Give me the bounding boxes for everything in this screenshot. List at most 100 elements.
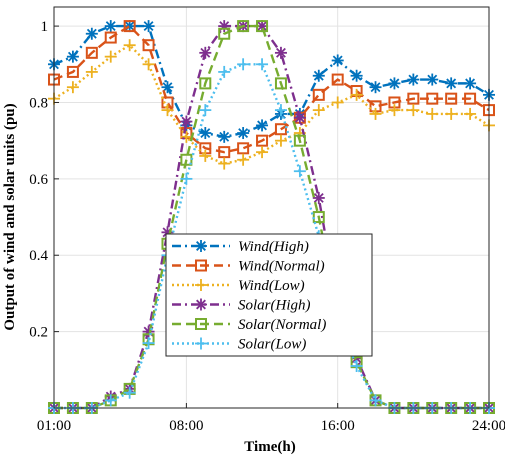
plot-frame [53, 6, 490, 409]
data-point-marker [369, 107, 382, 120]
data-point-marker [123, 386, 136, 399]
series-line [53, 24, 490, 139]
data-point-marker [293, 165, 306, 178]
data-point-marker [142, 58, 155, 71]
data-point-marker [293, 111, 306, 124]
data-point-marker [388, 104, 401, 117]
data-point-marker [237, 58, 250, 71]
legend-label: Solar(Normal) [238, 317, 326, 333]
data-point-marker [199, 104, 212, 117]
legend-label: Wind(High) [238, 239, 309, 255]
series-line [53, 24, 490, 154]
data-point-marker [85, 27, 98, 40]
data-point-marker [256, 146, 269, 159]
y-axis-label: Output of wind and solar units (pu) [2, 103, 18, 330]
legend-entry: Wind(Low) [172, 278, 305, 294]
x-tick-label: 01:00 [37, 418, 71, 434]
data-point-marker [331, 96, 344, 109]
data-point-marker [199, 46, 212, 59]
axis-ticks: 01:00 08:00 16:00 24:00 0.2 0.4 0.6 0.8 1 [29, 19, 505, 434]
plot-border [53, 6, 490, 409]
data-point-marker [331, 54, 344, 67]
legend-label: Wind(Low) [238, 278, 305, 294]
data-point-marker [123, 20, 136, 33]
data-point-marker [426, 107, 439, 120]
data-point-marker [237, 20, 250, 33]
legend-entry: Wind(High) [172, 239, 309, 255]
data-point-marker [195, 240, 207, 252]
legend-entry: Wind(Normal) [172, 259, 325, 275]
data-point-marker [312, 211, 325, 224]
legend-label: Solar(Low) [238, 337, 306, 353]
series-line [54, 63, 489, 410]
data-point-marker [369, 394, 382, 407]
data-point-marker [350, 359, 363, 372]
data-point-marker [407, 92, 420, 105]
x-tick-label: 24:00 [472, 418, 505, 434]
data-point-marker [426, 73, 439, 86]
data-point-marker [85, 65, 98, 78]
data-point-marker [199, 77, 212, 90]
data-point-marker [407, 73, 420, 86]
data-point-marker [195, 318, 207, 330]
y-tick-label: 0.6 [29, 172, 48, 188]
data-point-marker [195, 337, 207, 350]
data-point-marker [218, 65, 231, 78]
data-point-marker [445, 92, 458, 105]
y-tick-label: 0.4 [29, 248, 48, 264]
data-point-marker [199, 149, 212, 162]
data-point-marker [256, 20, 269, 33]
data-point-marker [142, 20, 155, 33]
data-point-marker [312, 88, 325, 101]
data-point-marker [256, 134, 269, 147]
data-point-marker [195, 298, 207, 311]
data-point-marker [237, 142, 250, 155]
data-point-marker [195, 259, 207, 272]
y-tick-label: 1 [41, 19, 49, 35]
data-point-marker [274, 123, 287, 136]
data-point-marker [104, 31, 117, 44]
y-tick-label: 0.2 [29, 325, 48, 341]
data-point-marker [445, 77, 458, 90]
legend-box [165, 233, 373, 357]
data-point-marker [274, 134, 287, 147]
data-point-marker [123, 39, 136, 52]
series-wind-low [48, 39, 495, 170]
data-point-marker [331, 73, 344, 86]
x-axis-label: Time(h) [244, 439, 295, 455]
legend-entry: Solar(High) [172, 298, 311, 314]
data-point-marker [464, 77, 477, 90]
series-line [53, 43, 490, 165]
x-tick-label: 16:00 [321, 418, 355, 434]
data-point-marker [104, 394, 117, 407]
data-point-marker [312, 191, 325, 204]
data-point-marker [142, 337, 155, 350]
data-point-marker [256, 58, 269, 71]
data-point-marker [274, 46, 287, 59]
data-point-marker [180, 115, 193, 128]
data-point-marker [218, 130, 231, 143]
data-point-marker [407, 104, 420, 117]
data-point-marker [161, 104, 174, 117]
data-point-marker [218, 27, 231, 40]
legend-entry: Solar(Low) [172, 337, 306, 353]
legend-entry: Solar(Normal) [172, 317, 326, 333]
data-point-marker [104, 20, 117, 33]
y-tick-label: 0.8 [29, 95, 48, 111]
data-point-marker [85, 46, 98, 59]
data-point-marker [350, 69, 363, 82]
data-point-marker [66, 81, 79, 94]
x-tick-label: 08:00 [169, 418, 203, 434]
data-point-marker [237, 153, 250, 166]
legend-label: Solar(High) [238, 298, 311, 314]
legend-label: Wind(Normal) [238, 259, 325, 275]
data-point-marker [237, 127, 250, 140]
data-point-marker [369, 81, 382, 94]
data-point-marker [180, 172, 193, 185]
data-point-marker [180, 130, 193, 143]
data-point-marker [256, 119, 269, 132]
data-point-marker [426, 92, 439, 105]
data-point-marker [293, 134, 306, 147]
